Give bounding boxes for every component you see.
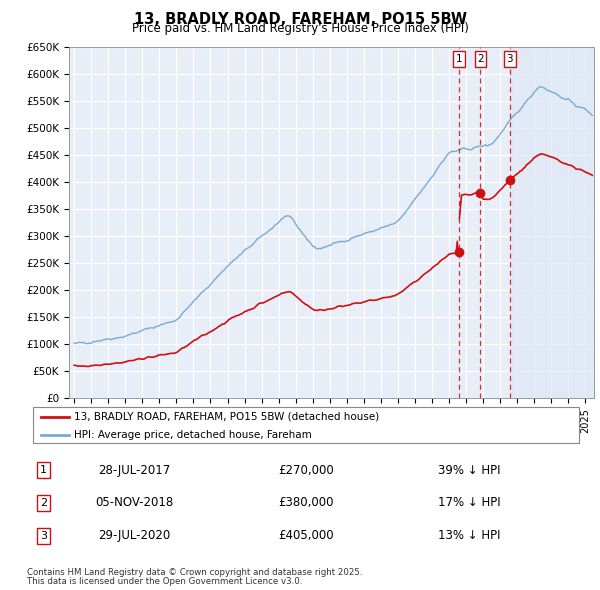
Text: This data is licensed under the Open Government Licence v3.0.: This data is licensed under the Open Gov… xyxy=(27,577,302,586)
Text: 3: 3 xyxy=(506,54,513,64)
Text: 13, BRADLY ROAD, FAREHAM, PO15 5BW: 13, BRADLY ROAD, FAREHAM, PO15 5BW xyxy=(133,12,467,27)
Text: HPI: Average price, detached house, Fareham: HPI: Average price, detached house, Fare… xyxy=(74,431,312,440)
Text: 28-JUL-2017: 28-JUL-2017 xyxy=(98,464,170,477)
Text: £380,000: £380,000 xyxy=(278,496,334,510)
Text: Contains HM Land Registry data © Crown copyright and database right 2025.: Contains HM Land Registry data © Crown c… xyxy=(27,568,362,577)
Text: 17% ↓ HPI: 17% ↓ HPI xyxy=(438,496,501,510)
Text: £405,000: £405,000 xyxy=(278,529,334,542)
Text: 2: 2 xyxy=(477,54,484,64)
Text: £270,000: £270,000 xyxy=(278,464,334,477)
FancyBboxPatch shape xyxy=(33,407,578,444)
Text: Price paid vs. HM Land Registry's House Price Index (HPI): Price paid vs. HM Land Registry's House … xyxy=(131,22,469,35)
Text: 2: 2 xyxy=(40,498,47,508)
Text: 13% ↓ HPI: 13% ↓ HPI xyxy=(439,529,501,542)
Text: 05-NOV-2018: 05-NOV-2018 xyxy=(95,496,173,510)
Text: 3: 3 xyxy=(40,531,47,540)
Text: 29-JUL-2020: 29-JUL-2020 xyxy=(98,529,170,542)
Bar xyxy=(510,47,594,398)
Text: 39% ↓ HPI: 39% ↓ HPI xyxy=(439,464,501,477)
Text: 13, BRADLY ROAD, FAREHAM, PO15 5BW (detached house): 13, BRADLY ROAD, FAREHAM, PO15 5BW (deta… xyxy=(74,412,379,422)
Text: 1: 1 xyxy=(40,466,47,475)
Text: 1: 1 xyxy=(455,54,462,64)
